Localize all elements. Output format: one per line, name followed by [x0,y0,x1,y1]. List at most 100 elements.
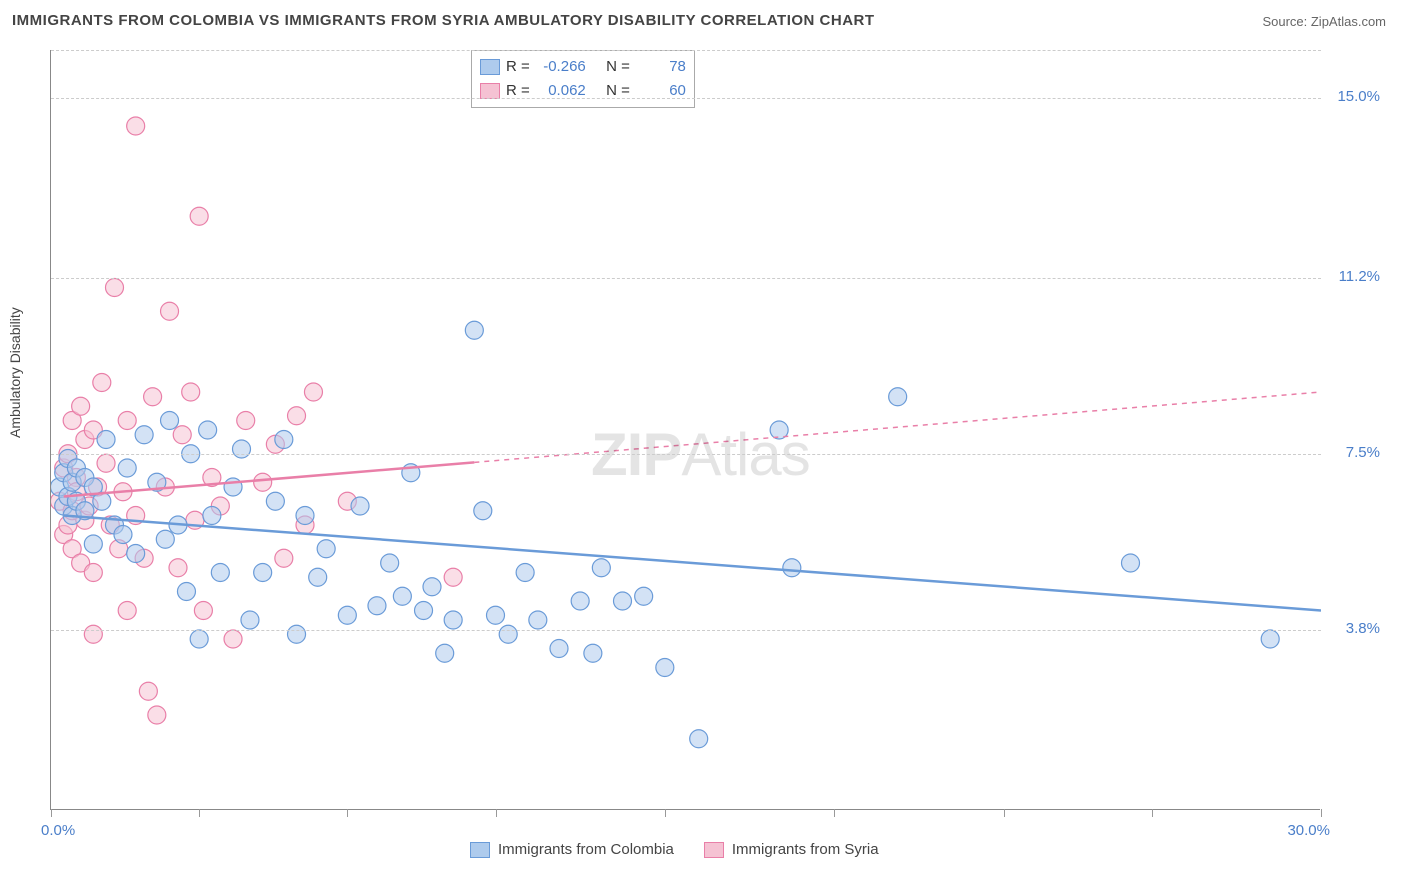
data-point [288,407,306,425]
gridline [51,278,1321,279]
data-point [444,611,462,629]
data-point [550,640,568,658]
data-point [144,388,162,406]
data-point [309,568,327,586]
data-point [211,564,229,582]
data-point [635,587,653,605]
data-point [72,397,90,415]
data-point [93,374,111,392]
data-point [114,526,132,544]
chart-title: IMMIGRANTS FROM COLOMBIA VS IMMIGRANTS F… [12,12,875,29]
data-point [224,630,242,648]
data-point [381,554,399,572]
data-point [487,606,505,624]
legend-swatch [470,842,490,858]
legend-swatch [480,59,500,75]
legend-correlation: R =-0.266 N =78R =0.062 N =60 [471,50,695,108]
x-tick-label: 0.0% [41,822,75,839]
data-point [423,578,441,596]
y-tick-label: 7.5% [1346,444,1380,461]
plot-area: ZIPAtlas R =-0.266 N =78R =0.062 N =60 3… [50,50,1320,810]
data-point [368,597,386,615]
legend-item: Immigrants from Colombia [470,841,674,858]
y-tick-label: 3.8% [1346,620,1380,637]
data-point [161,302,179,320]
data-point [351,497,369,515]
legend-n-label: N = [606,79,630,103]
data-point [266,492,284,510]
legend-series: Immigrants from Colombia Immigrants from … [470,841,879,858]
legend-r-value: 0.062 [536,79,586,103]
legend-n-label: N = [606,55,630,79]
data-point [169,559,187,577]
y-axis-label: Ambulatory Disability [7,307,23,438]
data-point [190,630,208,648]
data-point [106,279,124,297]
legend-n-value: 60 [636,79,686,103]
data-point [584,644,602,662]
data-point [135,426,153,444]
data-point [254,564,272,582]
data-point [529,611,547,629]
data-point [317,540,335,558]
x-tick [665,809,666,817]
legend-item: Immigrants from Syria [704,841,879,858]
data-point [444,568,462,586]
data-point [241,611,259,629]
x-tick-label: 30.0% [1287,822,1330,839]
y-tick-label: 15.0% [1337,88,1380,105]
gridline [51,454,1321,455]
data-point [118,412,136,430]
gridline [51,630,1321,631]
x-tick [1004,809,1005,817]
data-point [889,388,907,406]
x-tick [199,809,200,817]
data-point [783,559,801,577]
data-point [499,625,517,643]
data-point [97,454,115,472]
legend-label: Immigrants from Colombia [498,841,674,858]
data-point [194,602,212,620]
data-point [156,530,174,548]
data-point [1122,554,1140,572]
data-point [173,426,191,444]
data-point [275,549,293,567]
source-label: Source: ZipAtlas.com [1262,14,1386,29]
data-point [190,207,208,225]
data-point [304,383,322,401]
legend-r-label: R = [506,55,530,79]
data-point [275,431,293,449]
legend-row: R =-0.266 N =78 [480,55,686,79]
data-point [465,321,483,339]
plot-svg [51,50,1321,810]
legend-swatch [704,842,724,858]
data-point [516,564,534,582]
legend-label: Immigrants from Syria [732,841,879,858]
gridline [51,98,1321,99]
data-point [415,602,433,620]
x-tick [496,809,497,817]
data-point [237,412,255,430]
x-tick [51,809,52,817]
data-point [203,507,221,525]
data-point [139,682,157,700]
y-tick-label: 11.2% [1339,268,1380,285]
x-tick [834,809,835,817]
data-point [690,730,708,748]
data-point [233,440,251,458]
legend-n-value: 78 [636,55,686,79]
data-point [177,583,195,601]
data-point [84,535,102,553]
chart-container: ZIPAtlas R =-0.266 N =78R =0.062 N =60 3… [50,50,1350,830]
data-point [182,383,200,401]
data-point [148,706,166,724]
gridline [51,50,1321,51]
x-tick [1321,809,1322,817]
data-point [614,592,632,610]
data-point [436,644,454,662]
legend-r-value: -0.266 [536,55,586,79]
data-point [1261,630,1279,648]
data-point [296,507,314,525]
data-point [592,559,610,577]
data-point [127,117,145,135]
